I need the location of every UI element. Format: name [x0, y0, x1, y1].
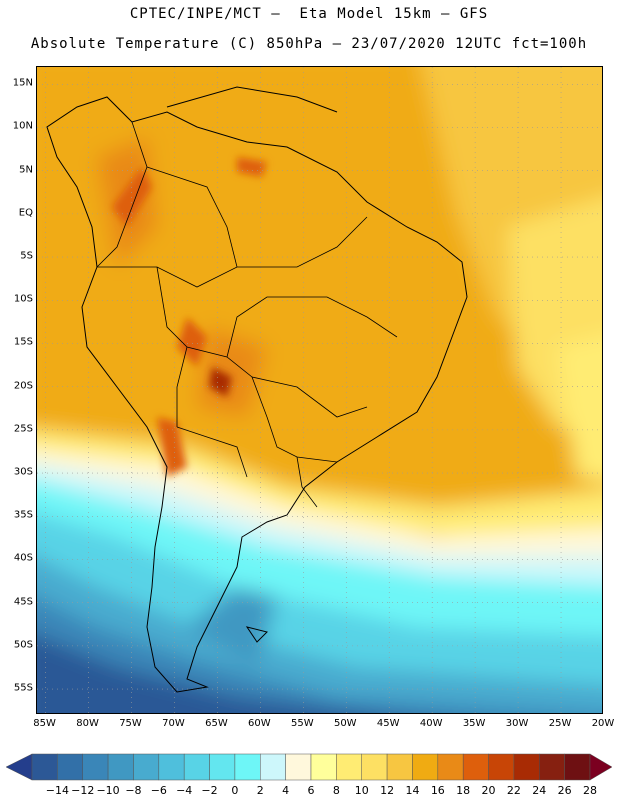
longitude-label: 80W	[76, 718, 99, 729]
colorbar-tick-label: −8	[125, 784, 142, 797]
longitude-label: 30W	[505, 718, 529, 729]
colorbar-swatch	[462, 753, 489, 781]
colorbar-swatch	[437, 753, 464, 781]
colorbar-swatch	[386, 753, 413, 781]
colorbar-tick-label: 28	[583, 784, 597, 797]
temperature-map	[36, 66, 603, 714]
colorbar-high-extension	[589, 753, 613, 781]
colorbar-swatch	[488, 753, 515, 781]
latitude-label: 45S	[13, 596, 33, 608]
colorbar-tick-label: −10	[96, 784, 120, 797]
longitude-label: 75W	[119, 718, 142, 729]
coastline	[46, 86, 468, 693]
colorbar-swatch	[133, 753, 160, 781]
colorbar-swatch	[260, 753, 286, 781]
colorbar-swatch	[336, 753, 362, 781]
colorbar-tick-label: 18	[456, 784, 471, 797]
latitude-label: 20S	[13, 380, 33, 392]
latitude-label: 5N	[19, 164, 33, 176]
map-title-line-2: Absolute Temperature (C) 850hPa – 23/07/…	[30, 36, 588, 52]
colorbar-tick-label: −12	[71, 784, 95, 797]
colorbar-tick-label: 0	[231, 784, 239, 797]
longitude-label: 65W	[205, 718, 228, 729]
temperature-field	[37, 67, 602, 713]
longitude-label: 60W	[248, 718, 271, 729]
colorbar-tick-label: −14	[45, 784, 69, 797]
colorbar-tick-label: 6	[307, 784, 315, 797]
colorbar-low-extension	[5, 753, 33, 781]
colorbar-swatch	[31, 753, 58, 781]
latitude-label: 40S	[13, 552, 33, 564]
longitude-label: 55W	[291, 718, 314, 729]
colorbar-swatch	[82, 753, 109, 781]
colorbar-tick-label: 16	[430, 784, 445, 797]
longitude-label: 35W	[462, 718, 486, 729]
latitude-label: 25S	[13, 423, 33, 435]
colorbar-swatch	[412, 753, 439, 781]
colorbar-tick-label: −2	[201, 784, 218, 797]
latitude-label: 15N	[12, 77, 33, 89]
longitude-label: 70W	[162, 718, 185, 729]
colorbar-swatch	[539, 753, 565, 781]
colorbar-tick-label: 12	[380, 784, 395, 797]
colorbar-tick-label: 4	[282, 784, 290, 797]
longitude-label: 40W	[419, 718, 443, 729]
latitude-label: 30S	[13, 466, 33, 478]
country-borders	[96, 121, 398, 508]
temperature-colorbar	[5, 753, 613, 781]
colorbar-tick-label: 10	[354, 784, 369, 797]
colorbar-tick-label: 24	[532, 784, 547, 797]
andes-warm-spots	[112, 157, 267, 477]
longitude-label: 25W	[548, 718, 572, 729]
colorbar-swatch	[183, 753, 210, 781]
colorbar-tick-label: 22	[506, 784, 521, 797]
latitude-label: 50S	[13, 639, 33, 651]
latitude-label: 35S	[13, 509, 33, 521]
latitude-label: 15S	[13, 336, 33, 348]
map-title-line-1: CPTEC/INPE/MCT – Eta Model 15km – GFS	[129, 6, 489, 22]
colorbar-tick-label: 26	[557, 784, 572, 797]
colorbar-swatch	[564, 753, 591, 781]
longitude-label: 45W	[376, 718, 400, 729]
colorbar-tick-label: 2	[256, 784, 264, 797]
colorbar-tick-label: 20	[481, 784, 496, 797]
colorbar-swatch	[361, 753, 388, 781]
latitude-label: 55S	[13, 682, 33, 694]
colorbar-swatch	[57, 753, 83, 781]
colorbar-swatch	[158, 753, 185, 781]
latitude-label: 10N	[12, 120, 33, 132]
longitude-label: 20W	[591, 718, 615, 729]
colorbar-tick-label: 14	[405, 784, 420, 797]
colorbar-swatch	[513, 753, 540, 781]
colorbar-swatch	[285, 753, 312, 781]
colorbar-swatch	[310, 753, 337, 781]
colorbar-tick-label: 8	[332, 784, 340, 797]
latitude-label: 5S	[20, 250, 33, 262]
colorbar-swatch	[234, 753, 261, 781]
colorbar-tick-label: −4	[176, 784, 193, 797]
longitude-label: 50W	[333, 718, 357, 729]
colorbar-tick-label: −6	[150, 784, 167, 797]
colorbar-swatch	[107, 753, 134, 781]
latitude-label: EQ	[18, 207, 33, 219]
colorbar-swatch	[209, 753, 236, 781]
latitude-label: 10S	[13, 293, 33, 305]
longitude-label: 85W	[33, 718, 56, 729]
